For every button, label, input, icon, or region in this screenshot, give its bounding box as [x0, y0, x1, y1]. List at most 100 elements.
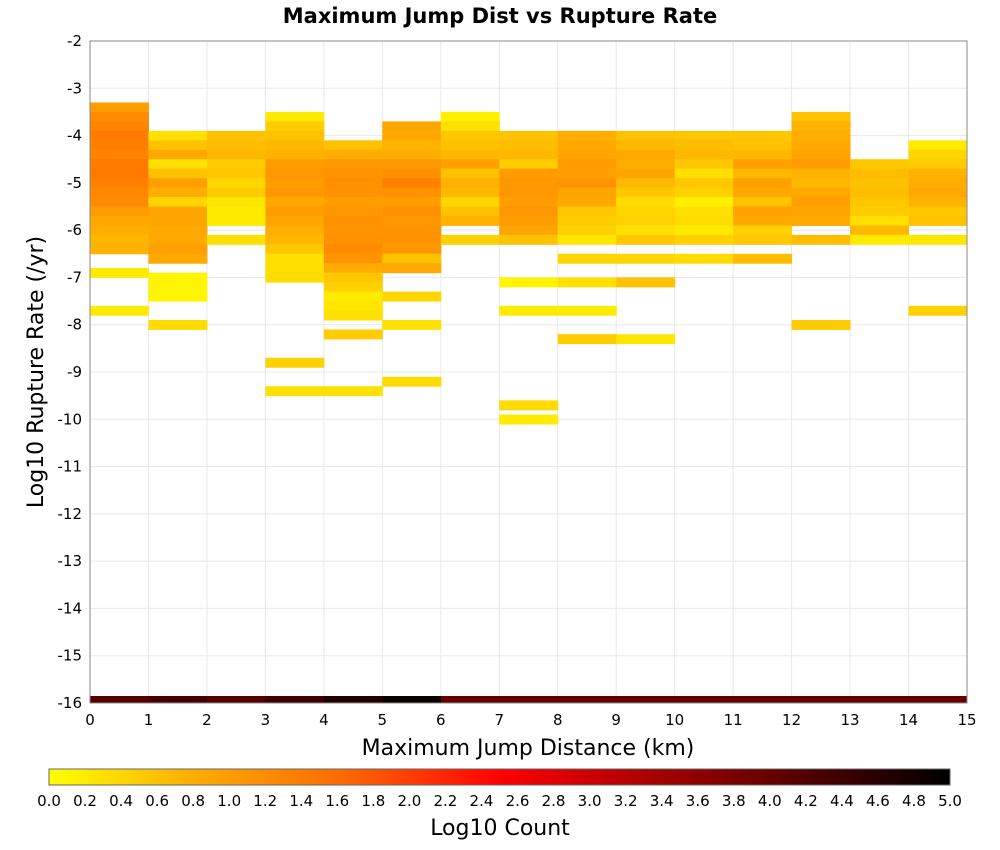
heatmap-cell [791, 206, 851, 217]
y-tick-label: -16 [58, 694, 83, 712]
y-tick-label: -10 [58, 410, 83, 428]
heatmap-cell [674, 168, 734, 179]
heatmap-cell [557, 130, 617, 141]
x-tick-label: 12 [782, 711, 801, 729]
y-tick-label: -6 [67, 221, 82, 239]
heatmap-cell [674, 130, 734, 141]
x-axis-ticks: 0 1 2 3 4 5 6 7 8 9 10 11 12 13 14 15 [85, 711, 976, 729]
heatmap-cell [733, 140, 793, 151]
heatmap-cell [148, 319, 208, 330]
colorbar-tick-label: 3.4 [650, 792, 674, 810]
heatmap-cell [499, 168, 559, 179]
heatmap-cell [206, 197, 266, 207]
colorbar-tick-label: 0.0 [37, 792, 61, 810]
heatmap-cell [265, 149, 325, 160]
heatmap-cell [323, 386, 383, 397]
heatmap-cell [265, 215, 325, 226]
heatmap-cell [499, 187, 559, 198]
colorbar-tick-label: 3.2 [614, 792, 638, 810]
heatmap-cell [674, 159, 734, 170]
heatmap-cell [908, 149, 968, 160]
heatmap-cell [440, 206, 500, 217]
x-tick-label: 4 [319, 711, 329, 729]
heatmap-cell [499, 178, 559, 189]
heatmap-cell [206, 215, 266, 226]
heatmap-cell [148, 149, 208, 160]
plot-area-frame [89, 40, 968, 704]
colorbar-tick-label: 1.8 [361, 792, 385, 810]
heatmap-cell [265, 168, 325, 179]
heatmap-cell [616, 178, 676, 189]
heatmap-cell-bottom-band [674, 696, 734, 703]
colorbar-tick-label: 4.8 [902, 792, 926, 810]
heatmap-cell [265, 386, 325, 397]
heatmap-cell [908, 197, 968, 207]
heatmap-cell [323, 197, 383, 207]
heatmap-cell [148, 244, 208, 255]
colorbar-tick-label: 2.0 [397, 792, 421, 810]
heatmap-cell [440, 168, 500, 179]
heatmap-cell [90, 168, 149, 179]
heatmap-cell [323, 253, 383, 264]
heatmap-cell [557, 334, 617, 345]
heatmap-cell [90, 197, 149, 207]
heatmap-cell [206, 206, 266, 217]
heatmap-cell [323, 187, 383, 198]
heatmap-cell [206, 187, 266, 198]
y-tick-label: -14 [58, 599, 83, 617]
heatmap-cell [382, 319, 442, 330]
heatmap-cell [323, 329, 383, 340]
heatmap-cell [323, 310, 383, 321]
y-tick-label: -4 [67, 127, 82, 145]
heatmap-cell [265, 111, 325, 122]
heatmap-cell [557, 168, 617, 179]
colorbar-tick-label: 0.8 [181, 792, 205, 810]
heatmap-cell [148, 187, 208, 198]
heatmap-cell [674, 197, 734, 207]
heatmap-cell [499, 400, 559, 411]
y-tick-label: -2 [67, 32, 82, 50]
heatmap-cell [382, 234, 442, 245]
heatmap-cell-bottom-band [90, 696, 149, 703]
heatmap-cell [908, 178, 968, 189]
heatmap-cell [265, 234, 325, 245]
x-tick-label: 2 [202, 711, 212, 729]
heatmap-cell [850, 197, 910, 207]
heatmap-cell [323, 301, 383, 312]
colorbar-tick-label: 2.4 [470, 792, 494, 810]
heatmap-cell [616, 253, 676, 264]
heatmap-cell [323, 225, 383, 236]
y-tick-label: -11 [58, 458, 83, 476]
heatmap-cell [90, 187, 149, 198]
heatmap-cell [148, 130, 208, 141]
heatmap-cell [791, 187, 851, 198]
heatmap-cell [674, 225, 734, 236]
colorbar-tick-label: 1.0 [217, 792, 241, 810]
chart-title: Maximum Jump Dist vs Rupture Rate [283, 4, 717, 28]
x-tick-label: 13 [841, 711, 860, 729]
heatmap-cell [148, 291, 208, 302]
heatmap-cell [557, 159, 617, 170]
heatmap-cell [323, 140, 383, 151]
y-tick-label: -12 [58, 505, 83, 523]
colorbar-tick-label: 1.6 [325, 792, 349, 810]
heatmap-cell [206, 130, 266, 141]
heatmap-cell [850, 206, 910, 217]
heatmap-cell [499, 225, 559, 236]
x-tick-label: 9 [611, 711, 621, 729]
heatmap-cell [382, 197, 442, 207]
heatmap-cell [440, 187, 500, 198]
heatmap-cell [382, 206, 442, 217]
heatmap-cell [382, 130, 442, 141]
x-tick-label: 3 [261, 711, 271, 729]
heatmap-cell [850, 234, 910, 245]
y-tick-label: -15 [58, 647, 83, 665]
heatmap-cell [148, 215, 208, 226]
heatmap-cell [850, 178, 910, 189]
heatmap-cell [323, 159, 383, 170]
heatmap-cell [382, 225, 442, 236]
heatmap-cell [616, 149, 676, 160]
heatmap-cell [674, 234, 734, 245]
heatmap-cell [733, 168, 793, 179]
